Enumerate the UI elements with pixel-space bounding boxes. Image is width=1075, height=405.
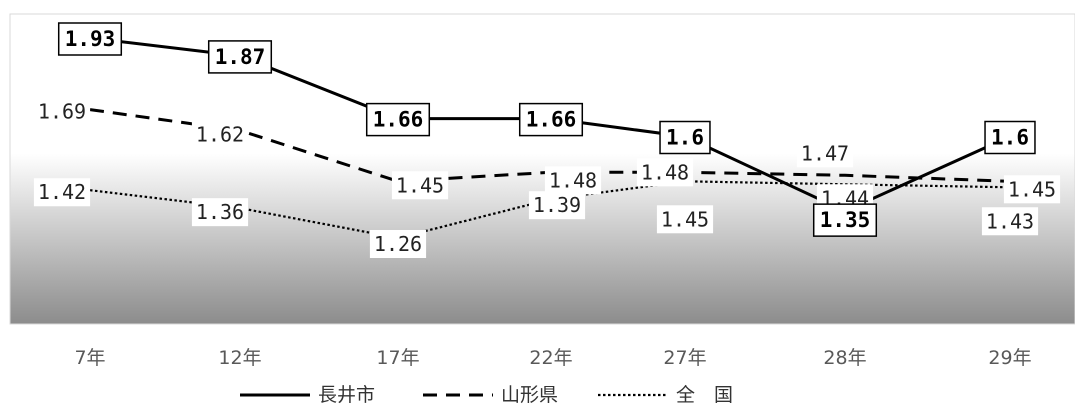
data-label-s0-3: 1.66 (526, 108, 577, 132)
data-label-bg-s1-0 (33, 97, 91, 126)
plot-area (9, 13, 1075, 325)
data-label-bg-s2-4 (656, 205, 714, 234)
data-label-bg-s2-0 (33, 178, 91, 207)
x-tick-label-5: 28年 (823, 347, 866, 369)
data-label-bg-s2-1 (191, 198, 249, 227)
legend: 長井市 山形県 全 国 (240, 384, 733, 405)
data-label-box-s0-0 (57, 22, 123, 56)
data-label-s1-2: 1.45 (396, 173, 444, 197)
data-label-s0-4: 1.6 (666, 126, 704, 150)
legend-label-2: 全 国 (676, 384, 733, 405)
data-label-s0-1: 1.87 (215, 45, 266, 69)
x-tick-label-3: 22年 (529, 347, 572, 369)
data-label-s2-6: 1.43 (986, 209, 1034, 233)
x-tick-label-1: 12年 (218, 347, 261, 369)
data-label-bg-s1-4 (636, 158, 694, 187)
legend-label-0: 長井市 (318, 384, 375, 405)
x-tick-label-6: 29年 (988, 347, 1031, 369)
data-label-bg-s2-3 (528, 191, 586, 220)
x-tick-label-2: 17年 (376, 347, 419, 369)
data-labels: 1.421.361.261.391.451.441.431.691.621.45… (33, 22, 1061, 258)
data-label-s1-3: 1.48 (549, 168, 597, 192)
data-label-box-s0-1 (207, 40, 273, 74)
data-label-s0-2: 1.66 (373, 108, 424, 132)
data-label-bg-s1-1 (191, 120, 249, 149)
data-label-s1-0: 1.69 (38, 100, 86, 124)
data-label-bg-s2-2 (369, 230, 427, 258)
data-label-bg-s1-3 (544, 166, 602, 195)
data-label-box-s0-5 (812, 203, 878, 237)
data-label-bg-s1-2 (391, 171, 449, 200)
data-label-s1-1: 1.62 (196, 123, 244, 147)
x-axis-ticks: 7年 12年 17年 22年 27年 28年 29年 (74, 347, 1031, 369)
data-label-s0-0: 1.93 (65, 27, 116, 51)
data-label-s1-6: 1.45 (1008, 177, 1056, 201)
data-label-box-s0-3 (518, 102, 584, 137)
data-label-bg-s1-5 (796, 139, 854, 168)
legend-label-1: 山形県 (501, 384, 558, 405)
data-label-s0-6: 1.6 (991, 126, 1029, 150)
data-label-s0-5: 1.35 (820, 208, 871, 232)
x-tick-label-0: 7年 (74, 347, 105, 369)
data-label-s1-5: 1.47 (801, 141, 849, 165)
data-label-s2-0: 1.42 (38, 180, 86, 204)
x-tick-label-4: 27年 (663, 347, 706, 369)
data-label-bg-s1-6 (1003, 175, 1061, 204)
data-label-bg-s2-6 (981, 207, 1039, 236)
data-label-box-s0-4 (659, 120, 711, 155)
data-label-s1-4: 1.48 (641, 160, 689, 184)
data-label-s2-2: 1.26 (374, 232, 422, 256)
data-label-s2-1: 1.36 (196, 200, 244, 224)
data-label-box-s0-6 (984, 120, 1036, 155)
data-label-box-s0-2 (365, 102, 431, 137)
data-label-s2-4: 1.45 (661, 207, 709, 231)
data-label-s2-3: 1.39 (533, 193, 581, 217)
